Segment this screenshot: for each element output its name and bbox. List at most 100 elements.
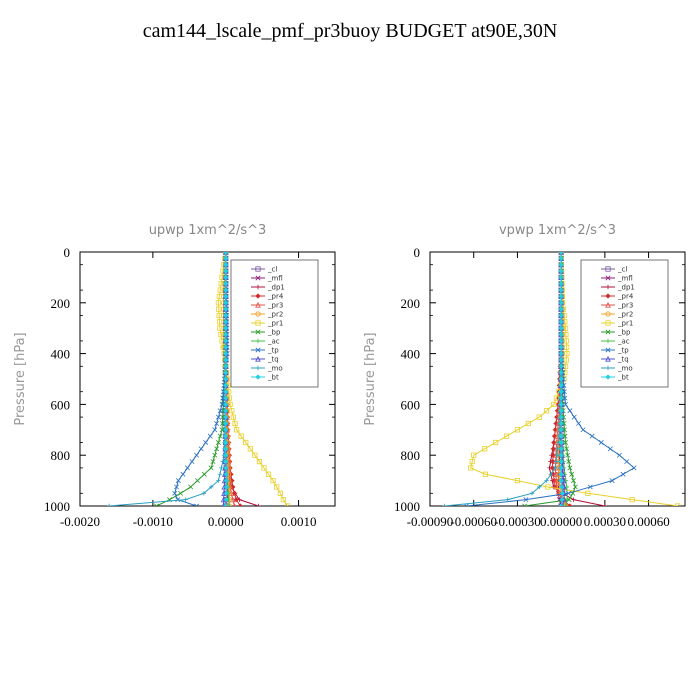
legend-marker (255, 301, 261, 308)
series-point_bt (558, 319, 564, 325)
series-point_pr1 (216, 306, 222, 312)
legend-marker (255, 320, 261, 326)
series-point_tp (175, 478, 181, 484)
series-point_bt (558, 306, 564, 312)
legend-label: _pr2 (267, 311, 283, 319)
legend-label: _mfl (267, 275, 283, 283)
series-point_pr1 (563, 338, 569, 344)
series-line_bp (156, 252, 227, 506)
legend-marker (255, 365, 261, 371)
series-point_mo (505, 497, 510, 502)
series-point_bt (223, 281, 229, 287)
series-point_pr1 (545, 484, 551, 490)
series-point_tp (174, 484, 180, 490)
legend-label: _bp (617, 329, 631, 337)
series-point_tp (198, 446, 204, 452)
legend-label: _ac (267, 338, 280, 346)
figure-title: cam144_lscale_pmf_pr3buoy BUDGET at90E,3… (142, 20, 558, 42)
series-point_tp (607, 446, 613, 452)
legend-label: _tq (617, 356, 629, 364)
legend-marker (255, 275, 261, 281)
legend-marker (605, 284, 611, 290)
series-point_dp1 (602, 503, 608, 506)
series-point_bp (188, 484, 194, 490)
series-point_tp (214, 420, 220, 426)
y-tick-label: 1000 (44, 499, 70, 514)
series-point_bt (223, 344, 229, 350)
series-point_bp (178, 490, 184, 496)
series-point_mo (544, 478, 549, 483)
series-point_pr1 (471, 452, 477, 458)
series-point_pr1 (216, 319, 223, 325)
series-point_tp (561, 382, 567, 388)
series-point_pr1 (230, 414, 236, 420)
x-tick-label: -0.0010 (133, 514, 173, 529)
legend-marker (605, 374, 611, 380)
series-point_tp (184, 465, 190, 471)
series-point_bt (558, 376, 564, 382)
series-point_mo (183, 497, 188, 502)
series-point_tp (571, 414, 577, 420)
series-point_bt (223, 389, 229, 395)
series-point_bt (558, 363, 564, 369)
series-point_pr1 (256, 458, 263, 465)
x-tick-label: -0.0020 (60, 514, 100, 529)
legend-marker (605, 329, 611, 335)
series-point_bt (223, 395, 229, 401)
series-point_pr1 (217, 325, 223, 331)
series-point_bt (223, 357, 229, 363)
legend-label: _pr4 (267, 293, 284, 301)
series-point_pr1 (216, 312, 222, 319)
legend-label: _ac (617, 338, 630, 346)
x-tick-label: -0.00090 (407, 514, 454, 529)
legend-label: _mfl (617, 275, 633, 283)
legend-marker (605, 301, 611, 308)
series-point_tp (580, 427, 586, 433)
legend-marker (255, 266, 261, 272)
series-point_bt (558, 408, 564, 414)
series-point_bt (558, 268, 564, 274)
series-point_pr1 (564, 350, 570, 357)
series-point_bp (572, 484, 578, 490)
series-point_bt (558, 338, 564, 344)
series_bt (223, 252, 230, 506)
series-point_bt (558, 331, 564, 338)
series-point_bt (558, 262, 564, 268)
series-point_pr1 (492, 439, 499, 446)
series-point_mo (442, 503, 447, 506)
series-point_bp (217, 433, 223, 439)
series-point_bt (223, 274, 229, 281)
panel-title: vpwp 1xm^2/s^3 (499, 223, 616, 238)
series-point_pr4 (237, 503, 243, 506)
series-point_ac (563, 503, 568, 506)
series-point_bt (223, 471, 229, 477)
legend-marker (255, 311, 261, 317)
series-point_bt (558, 452, 564, 458)
series-point_bt (558, 357, 564, 363)
legend-label: _tp (617, 347, 629, 355)
x-tick-label: 0.00030 (584, 514, 626, 529)
series-point_pr1 (543, 408, 550, 414)
y-axis-label: Pressure [hPa] (363, 332, 378, 425)
series-point_bp (210, 459, 216, 465)
panel-title: upwp 1xm^2/s^3 (149, 223, 267, 238)
legend-marker (605, 266, 611, 272)
series-point_pr1 (525, 420, 531, 427)
series-point_pr4 (551, 433, 558, 439)
series-point_pr1 (243, 439, 249, 446)
series-point_bt (558, 344, 564, 350)
series-point_mo (217, 472, 223, 477)
series-point_bp (194, 478, 200, 484)
series-point_tp (589, 433, 595, 439)
y-tick-label: 0 (64, 245, 71, 260)
series-point_bt (223, 255, 229, 261)
series-point_bt (223, 439, 229, 446)
series-point_bp (571, 478, 577, 484)
legend-label: _mo (267, 365, 283, 373)
series-point_ac (227, 503, 232, 506)
series-point_bt (558, 503, 564, 506)
series-point_tp (609, 478, 615, 484)
series-point_bt (558, 395, 564, 401)
series-point_tp (194, 452, 200, 458)
series-point_bt (558, 281, 564, 287)
